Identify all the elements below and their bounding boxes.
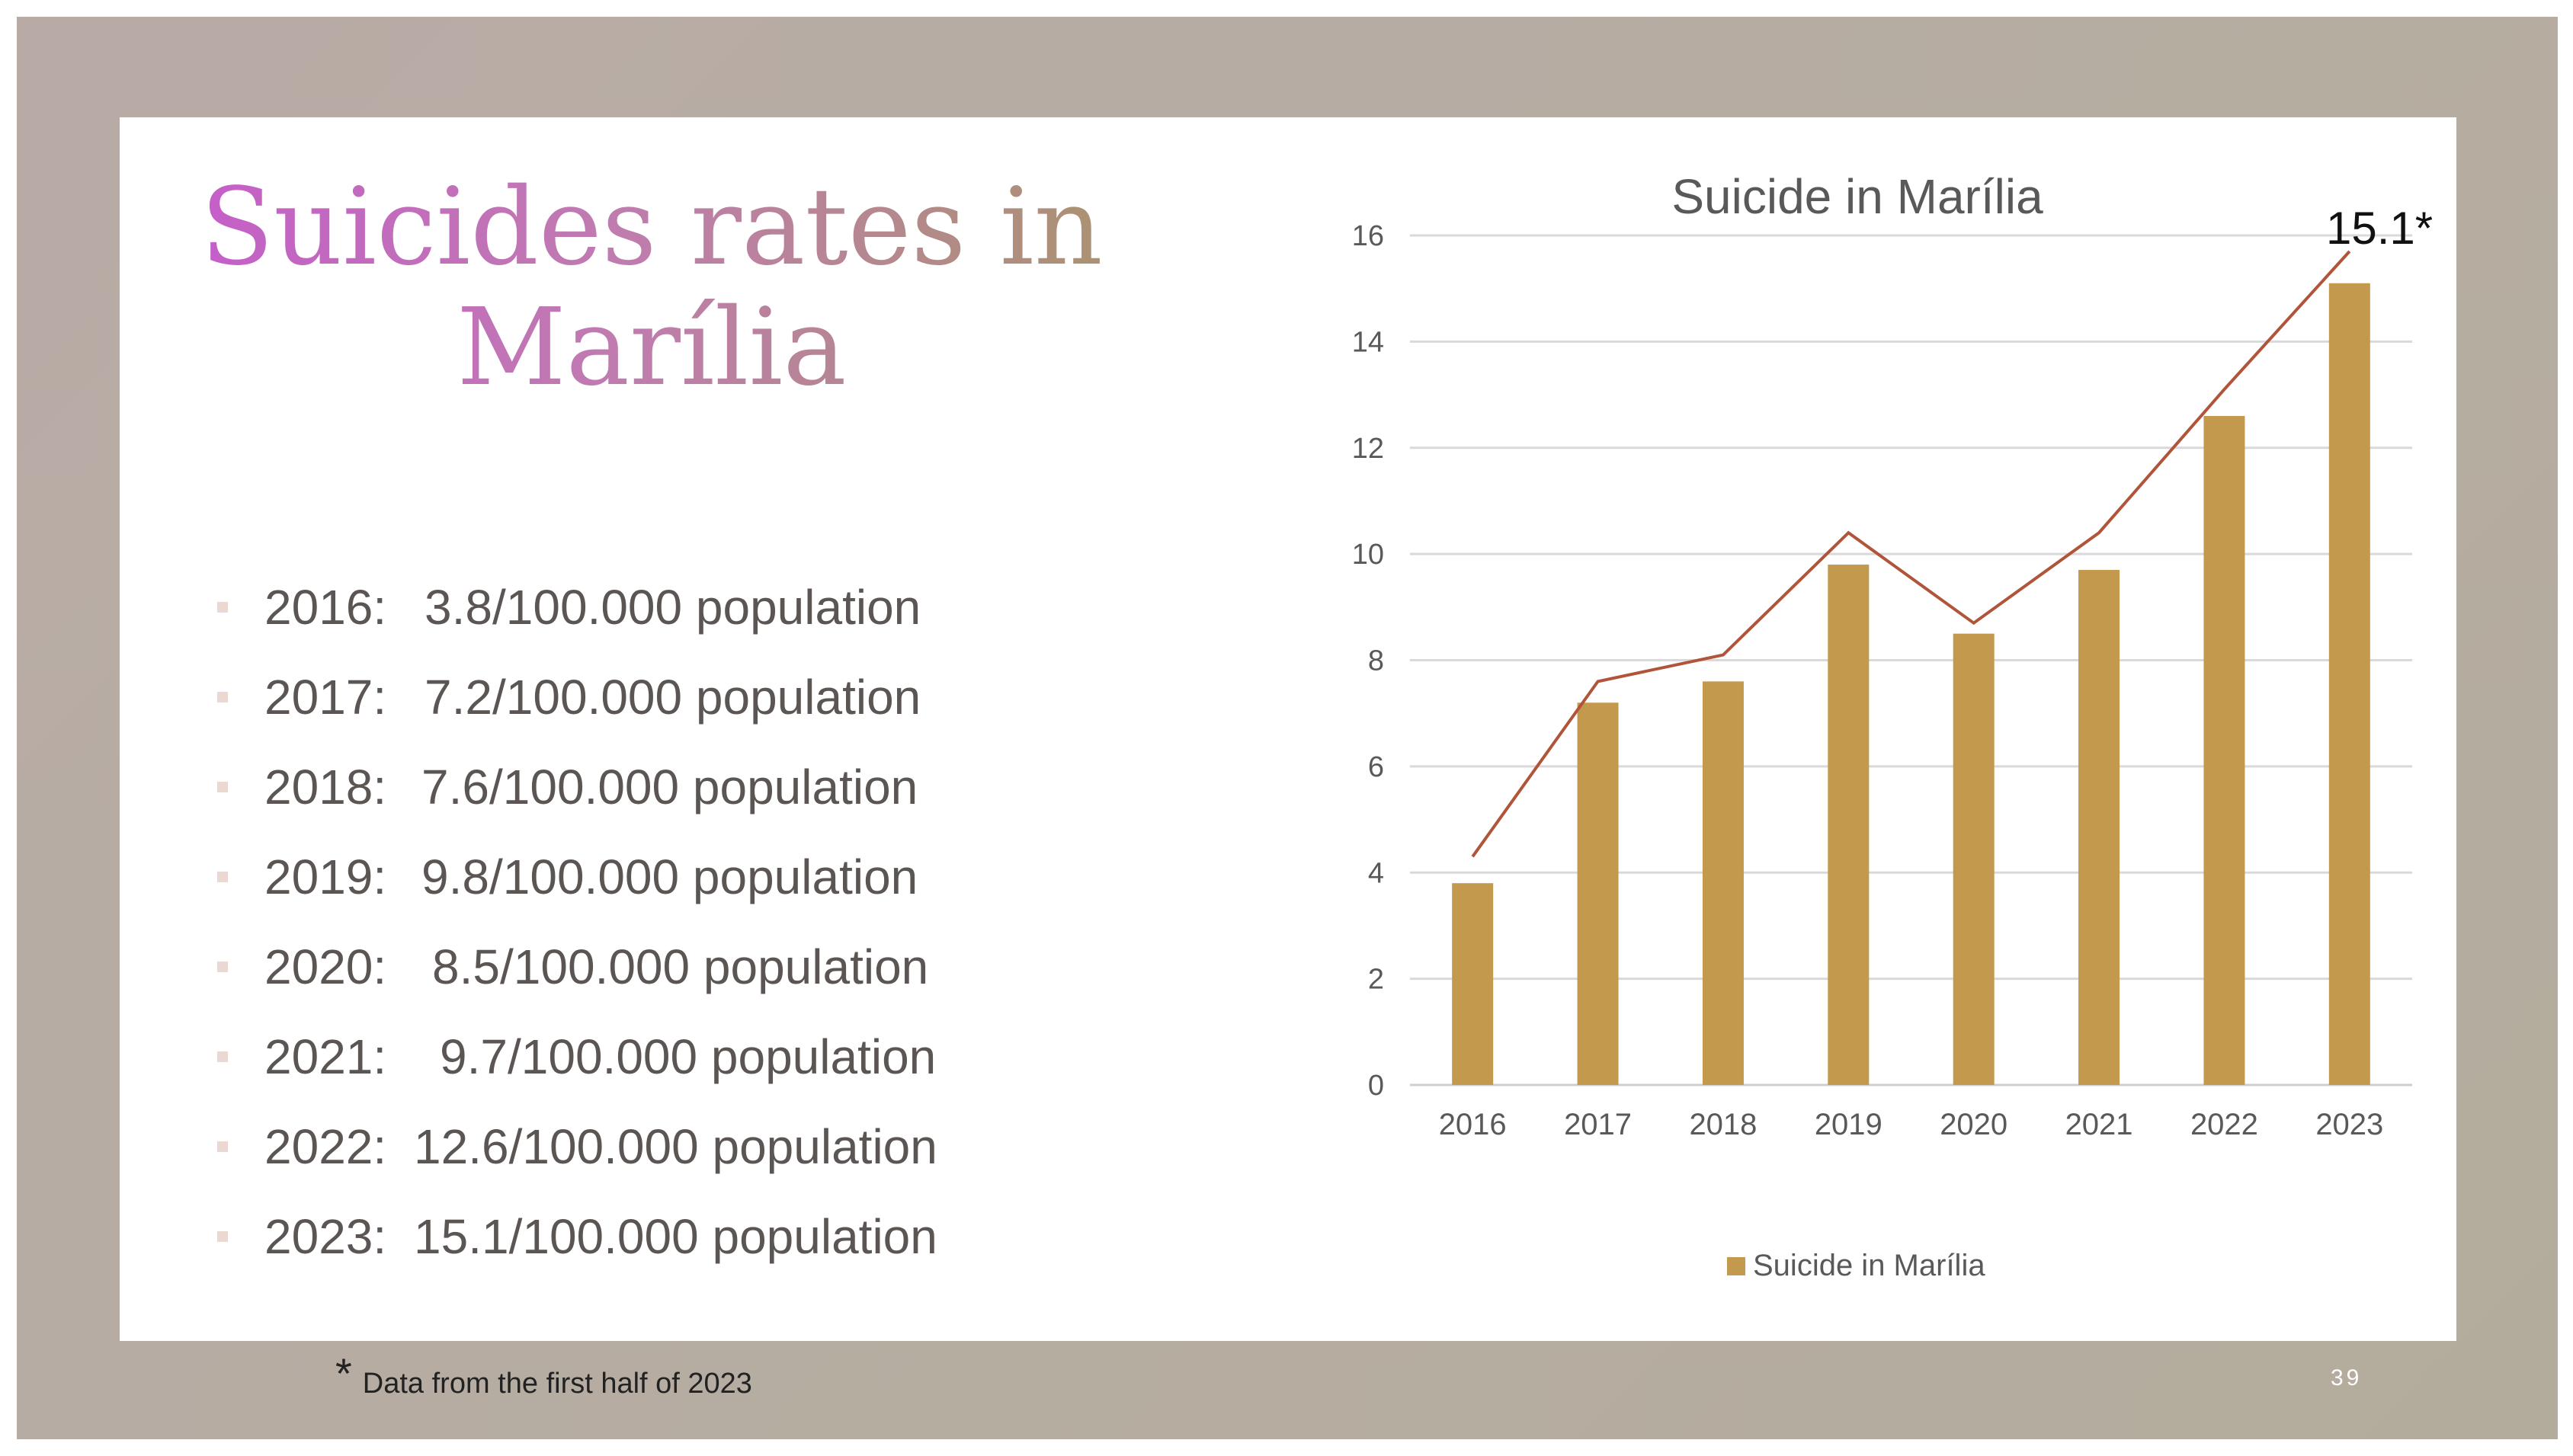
y-tick-label: 2	[1368, 964, 1384, 996]
bar	[1577, 702, 1619, 1085]
chart-annotation: 15.1*	[2326, 203, 2433, 254]
page-number: 39	[2331, 1365, 2363, 1390]
bar	[2328, 283, 2370, 1085]
x-tick-label: 2018	[1689, 1108, 1757, 1141]
chart-title: Suicide in Marília	[1671, 169, 2043, 224]
rate-year: 2019:	[264, 850, 387, 904]
bar	[1828, 565, 1870, 1085]
bar	[1452, 883, 1494, 1085]
rate-value: 15.1/100.000 population	[414, 1209, 937, 1264]
y-tick-label: 10	[1352, 539, 1384, 571]
legend-label: Suicide in Marília	[1753, 1249, 1985, 1282]
x-tick-label: 2021	[2065, 1108, 2133, 1141]
bullet-icon	[217, 782, 228, 792]
bullet-icon	[217, 1231, 228, 1242]
rate-value: 7.6/100.000 population	[421, 760, 918, 814]
x-tick-label: 2022	[2190, 1108, 2258, 1141]
x-tick-label: 2020	[1940, 1108, 2007, 1141]
y-tick-label: 4	[1368, 857, 1384, 889]
rate-year: 2016:	[264, 580, 387, 635]
x-tick-label: 2017	[1564, 1108, 1632, 1141]
legend-swatch	[1727, 1257, 1745, 1275]
bullet-icon	[217, 962, 228, 972]
rate-year: 2017:	[264, 670, 387, 725]
footnote: * Data from the first half of 2023	[335, 1349, 752, 1403]
rate-value: 3.8/100.000 population	[425, 580, 921, 635]
footnote-text: Data from the first half of 2023	[362, 1368, 752, 1400]
x-tick-label: 2023	[2315, 1108, 2383, 1141]
footnote-mark: *	[335, 1349, 352, 1397]
bar	[1702, 681, 1744, 1085]
bullet-icon	[217, 872, 228, 882]
rate-year: 2022:	[264, 1119, 387, 1174]
rate-value: 9.8/100.000 population	[421, 850, 918, 904]
y-tick-label: 0	[1368, 1070, 1384, 1102]
x-tick-label: 2019	[1815, 1108, 1882, 1141]
rate-value: 9.7/100.000 population	[440, 1029, 937, 1084]
rate-year: 2018:	[264, 760, 387, 814]
rate-value: 8.5/100.000 population	[432, 939, 929, 994]
x-tick-label: 2016	[1439, 1108, 1507, 1141]
bar	[2203, 415, 2245, 1085]
y-tick-label: 12	[1352, 433, 1384, 465]
slide	[120, 117, 2456, 1341]
bar	[2078, 570, 2120, 1085]
y-tick-label: 8	[1368, 645, 1384, 677]
trend-line	[1471, 250, 2351, 858]
bullet-icon	[217, 692, 228, 702]
bullet-icon	[217, 1051, 228, 1062]
rate-value: 7.2/100.000 population	[425, 670, 921, 725]
bar	[1953, 633, 1995, 1085]
rate-year: 2021:	[264, 1029, 387, 1084]
bullet-icon	[217, 1141, 228, 1152]
rate-year: 2023:	[264, 1209, 387, 1264]
rate-year: 2020:	[264, 939, 387, 994]
bullet-icon	[217, 602, 228, 613]
y-tick-label: 16	[1352, 220, 1384, 252]
rate-value: 12.6/100.000 population	[414, 1119, 937, 1174]
y-tick-label: 14	[1352, 326, 1384, 358]
y-tick-label: 6	[1368, 751, 1384, 783]
